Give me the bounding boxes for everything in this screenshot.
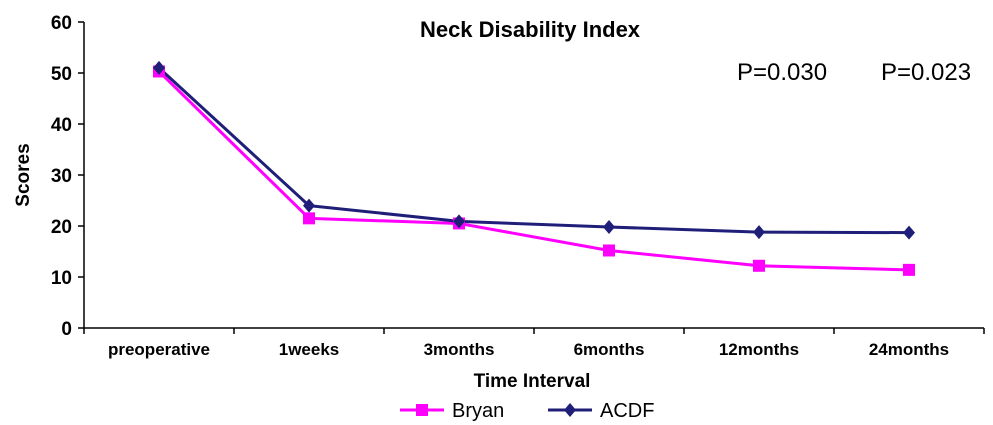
data-point-bryan xyxy=(903,263,915,276)
legend-label: Bryan xyxy=(452,400,504,422)
x-tick-label: 24months xyxy=(869,340,949,359)
series-line-acdf xyxy=(157,66,910,235)
y-tick-label: 40 xyxy=(51,115,72,136)
x-tick-label: 12months xyxy=(719,340,799,359)
legend: Bryan ACDF xyxy=(400,400,654,422)
p-value-annotation-1: P=0.030 xyxy=(737,59,827,86)
legend-item-acdf: ACDF xyxy=(548,400,654,422)
y-tick-label: 0 xyxy=(61,319,72,340)
x-tick-label: 1weeks xyxy=(279,340,340,359)
x-tick-label: 6months xyxy=(574,340,645,359)
data-point-acdf xyxy=(303,198,315,213)
data-point-acdf xyxy=(903,225,915,240)
legend-label: ACDF xyxy=(600,400,654,422)
legend-marker xyxy=(564,403,576,417)
y-tick-label: 20 xyxy=(51,217,72,238)
p-value-annotation-2: P=0.023 xyxy=(881,59,971,86)
data-point-acdf xyxy=(753,225,765,240)
data-point-bryan xyxy=(753,259,765,272)
plot-area xyxy=(153,60,915,276)
y-tick-label: 10 xyxy=(51,268,72,289)
data-point-bryan xyxy=(303,212,315,225)
legend-item-bryan: Bryan xyxy=(400,400,504,422)
x-tick-label: preoperative xyxy=(108,340,210,359)
legend-marker xyxy=(416,404,428,416)
chart-title: Neck Disability Index xyxy=(420,17,641,42)
data-point-acdf xyxy=(603,220,615,235)
x-axis-label: Time Interval xyxy=(474,371,591,392)
axes: 0 10 20 30 40 50 60 preoperative 1weeks 3months 6m… xyxy=(51,13,985,359)
data-point-bryan xyxy=(603,244,615,257)
x-tick-label: 3months xyxy=(424,340,495,359)
y-tick-label: 50 xyxy=(51,64,72,85)
data-point-acdf xyxy=(153,60,165,75)
data-point-acdf xyxy=(453,214,465,229)
y-tick-label: 30 xyxy=(51,166,72,187)
y-tick-label: 60 xyxy=(51,13,72,34)
series-line-bryan xyxy=(157,70,910,272)
y-axis-label: Scores xyxy=(13,143,34,206)
